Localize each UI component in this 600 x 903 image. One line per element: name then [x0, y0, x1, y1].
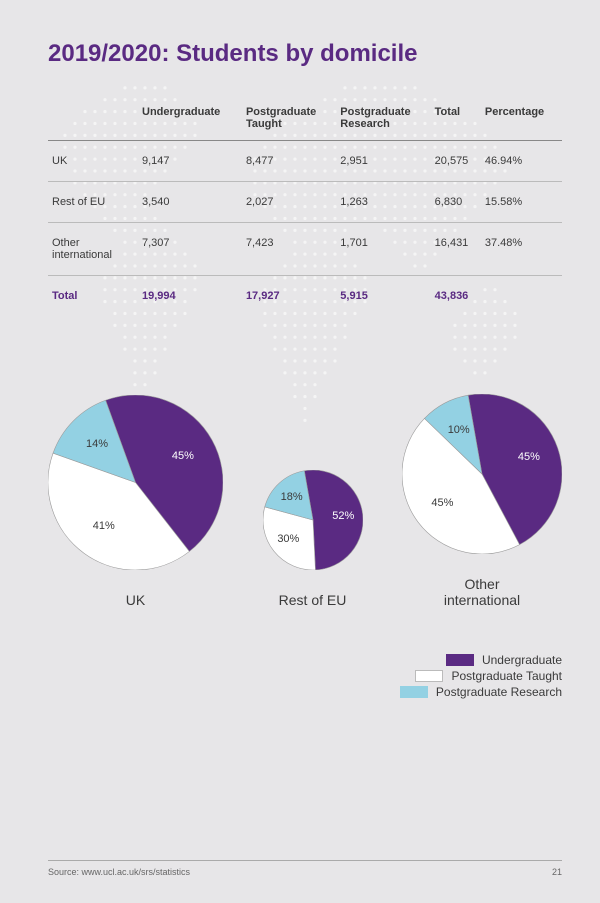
table-row: Rest of EU3,5402,0271,2636,83015.58%	[48, 182, 562, 223]
cell: 7,423	[242, 223, 336, 276]
cell: 1,701	[336, 223, 430, 276]
chart-column: 45%41%14% UK	[48, 395, 223, 608]
row-label: Otherinternational	[48, 223, 138, 276]
cell: 46.94%	[481, 141, 562, 182]
cell: 9,147	[138, 141, 242, 182]
page-footer: Source: www.ucl.ac.uk/srs/statistics 21	[48, 860, 562, 877]
col-header: Total	[431, 98, 481, 141]
page-title: 2019/2020: Students by domicile	[48, 40, 562, 68]
pie-chart: 45%45%10%	[402, 394, 562, 554]
source-text: Source: www.ucl.ac.uk/srs/statistics	[48, 867, 190, 877]
col-header: PostgraduateResearch	[336, 98, 430, 141]
cell: 6,830	[431, 182, 481, 223]
table-total-row: Total19,99417,9275,91543,836	[48, 276, 562, 317]
row-label: UK	[48, 141, 138, 182]
cell: 2,951	[336, 141, 430, 182]
chart-label: Otherinternational	[444, 576, 520, 608]
cell	[481, 276, 562, 317]
legend-item: Undergraduate	[446, 653, 562, 667]
cell: 8,477	[242, 141, 336, 182]
chart-label: UK	[126, 592, 145, 608]
page-number: 21	[552, 867, 562, 877]
cell: 3,540	[138, 182, 242, 223]
legend-label: Undergraduate	[482, 653, 562, 667]
cell: 20,575	[431, 141, 481, 182]
row-label: Rest of EU	[48, 182, 138, 223]
table-row: UK9,1478,4772,95120,57546.94%	[48, 141, 562, 182]
cell: 2,027	[242, 182, 336, 223]
cell: 15.58%	[481, 182, 562, 223]
chart-label: Rest of EU	[279, 592, 347, 608]
cell: 7,307	[138, 223, 242, 276]
pie-charts-row: 45%41%14% UK 52%30%18% Rest of EU 45%45%10% O…	[48, 386, 562, 608]
cell: 17,927	[242, 276, 336, 317]
pie-chart: 52%30%18%	[263, 470, 363, 570]
chart-column: 52%30%18% Rest of EU	[263, 432, 363, 608]
cell: 19,994	[138, 276, 242, 317]
cell: 43,836	[431, 276, 481, 317]
legend-swatch	[400, 686, 428, 698]
col-header: Undergraduate	[138, 98, 242, 141]
legend-swatch	[446, 654, 474, 666]
legend-label: Postgraduate Research	[436, 685, 562, 699]
col-header: Percentage	[481, 98, 562, 141]
legend-item: Postgraduate Taught	[415, 669, 562, 683]
chart-column: 45%45%10% Otherinternational	[402, 386, 562, 608]
legend-swatch	[415, 670, 443, 682]
domicile-table: UndergraduatePostgraduateTaughtPostgradu…	[48, 98, 562, 316]
legend-item: Postgraduate Research	[400, 685, 562, 699]
pie-chart: 45%41%14%	[48, 395, 223, 570]
chart-legend: Undergraduate Postgraduate Taught Postgrad…	[48, 653, 562, 699]
col-header: PostgraduateTaught	[242, 98, 336, 141]
row-label: Total	[48, 276, 138, 317]
legend-label: Postgraduate Taught	[451, 669, 562, 683]
col-header	[48, 98, 138, 141]
cell: 1,263	[336, 182, 430, 223]
cell: 37.48%	[481, 223, 562, 276]
table-row: Otherinternational7,3077,4231,70116,4313…	[48, 223, 562, 276]
cell: 16,431	[431, 223, 481, 276]
cell: 5,915	[336, 276, 430, 317]
